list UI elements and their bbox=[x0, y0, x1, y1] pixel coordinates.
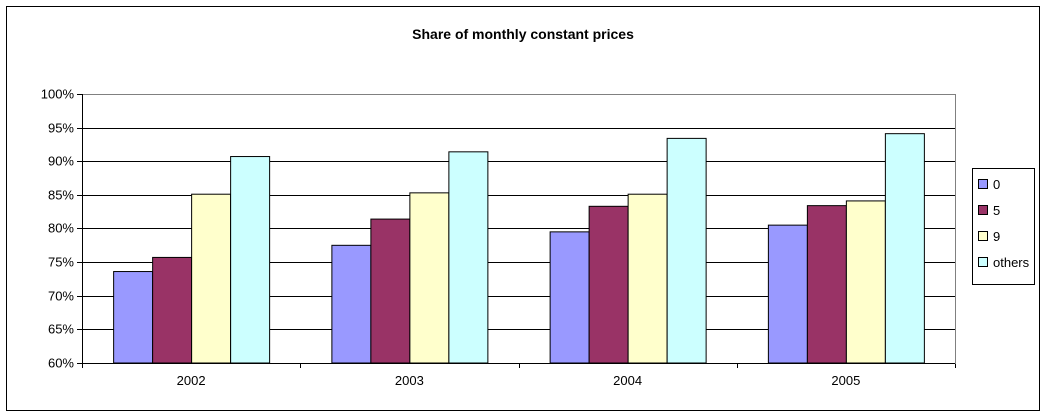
legend-label-0: 0 bbox=[993, 177, 1000, 192]
legend-swatch-0 bbox=[978, 179, 988, 189]
legend-label-others: others bbox=[993, 255, 1030, 270]
bar-9-2003 bbox=[409, 192, 450, 364]
bar-0-2005 bbox=[767, 224, 808, 364]
bar-others-2005 bbox=[884, 133, 925, 364]
legend-swatch-5 bbox=[978, 205, 988, 215]
x-tick-label: 2002 bbox=[177, 373, 206, 388]
bar-0-2004 bbox=[549, 231, 590, 364]
legend-swatch-9 bbox=[978, 231, 988, 241]
bar-9-2004 bbox=[627, 193, 668, 364]
chart-title: Share of monthly constant prices bbox=[412, 26, 634, 42]
bar-others-2003 bbox=[448, 151, 489, 364]
y-tick-label: 60% bbox=[48, 356, 74, 371]
legend-label-5: 5 bbox=[993, 203, 1000, 218]
y-tick-label: 90% bbox=[48, 154, 74, 169]
y-tick-label: 85% bbox=[48, 188, 74, 203]
y-tick-label: 70% bbox=[48, 289, 74, 304]
legend-swatch-others bbox=[978, 257, 988, 267]
y-tick-label: 80% bbox=[48, 221, 74, 236]
bar-5-2004 bbox=[588, 205, 629, 364]
bar-9-2005 bbox=[845, 200, 886, 364]
bar-0-2003 bbox=[331, 244, 372, 364]
bar-others-2002 bbox=[230, 156, 271, 364]
y-tick-label: 95% bbox=[48, 121, 74, 136]
plot-area: 60% 65% 70% 75% 80% 85% 90% 95% 100% 2002 2003 2004… bbox=[41, 87, 956, 388]
legend: 0 5 9 others bbox=[972, 168, 1035, 285]
bar-others-2004 bbox=[666, 137, 707, 364]
bar-9-2002 bbox=[191, 193, 232, 364]
legend-label-9: 9 bbox=[993, 229, 1000, 244]
bar-5-2005 bbox=[806, 205, 847, 364]
bar-0-2002 bbox=[113, 271, 154, 364]
x-tick-label: 2005 bbox=[831, 373, 860, 388]
x-tick-label: 2003 bbox=[395, 373, 424, 388]
x-tick-label: 2004 bbox=[613, 373, 642, 388]
y-tick-label: 75% bbox=[48, 255, 74, 270]
bar-5-2003 bbox=[370, 218, 411, 364]
bar-5-2002 bbox=[152, 256, 193, 364]
y-tick-label: 65% bbox=[48, 322, 74, 337]
y-tick-label: 100% bbox=[41, 87, 75, 102]
